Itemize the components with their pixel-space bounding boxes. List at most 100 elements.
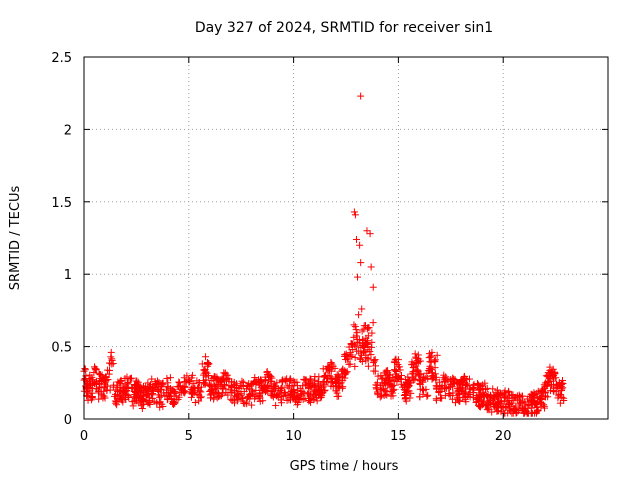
band-point [171, 388, 179, 396]
x-tick-label: 15 [390, 429, 407, 444]
band-point [119, 387, 127, 395]
band-point [110, 381, 118, 389]
band-point [555, 380, 563, 388]
data-point [355, 311, 363, 319]
band-point [230, 389, 238, 397]
band-point [416, 379, 424, 387]
band-point [351, 323, 359, 331]
band-point [483, 406, 491, 414]
band-point [85, 377, 93, 385]
band-point [328, 374, 336, 382]
band-point [315, 388, 323, 396]
band-point [515, 391, 523, 399]
band-point [517, 399, 525, 407]
band-point [392, 368, 400, 376]
band-point [306, 394, 314, 402]
band-point [113, 401, 121, 409]
band-point [84, 396, 92, 404]
data-point [378, 386, 386, 394]
band-point [549, 365, 557, 373]
band-point [98, 377, 106, 385]
band-point [505, 388, 513, 396]
data-point [357, 259, 365, 267]
band-point [348, 352, 356, 360]
band-point [394, 363, 402, 371]
band-point [376, 393, 384, 401]
band-point [332, 387, 340, 395]
band-point [169, 400, 177, 408]
band-point [130, 393, 138, 401]
band-point [516, 404, 524, 412]
band-point [88, 394, 96, 402]
band-point [436, 378, 444, 386]
band-point [91, 365, 99, 373]
band-point [146, 399, 154, 407]
band-point [215, 393, 223, 401]
band-point [307, 398, 315, 406]
band-point [440, 371, 448, 379]
band-point [294, 386, 302, 394]
data-point [411, 350, 419, 358]
band-point [438, 385, 446, 393]
band-point [432, 395, 440, 403]
band-point [127, 374, 135, 382]
data-point [358, 305, 366, 313]
band-point [367, 351, 375, 359]
y-tick-label: 0 [64, 413, 72, 428]
band-point [215, 377, 223, 385]
band-point [112, 399, 120, 407]
band-point [494, 407, 502, 415]
x-axis-label: GPS time / hours [290, 459, 399, 474]
band-point [249, 388, 257, 396]
band-point [483, 384, 491, 392]
band-point [286, 375, 294, 383]
band-point [458, 386, 466, 394]
band-point [532, 408, 540, 416]
band-point [159, 381, 167, 389]
band-point [357, 355, 365, 363]
band-point [497, 408, 505, 416]
band-point [350, 333, 358, 341]
band-point [208, 385, 216, 393]
band-point [121, 394, 129, 402]
band-point [267, 377, 275, 385]
band-point [99, 394, 107, 402]
band-point [329, 383, 337, 391]
band-point [338, 384, 346, 392]
band-point [528, 398, 536, 406]
band-point [359, 344, 367, 352]
band-point [425, 364, 433, 372]
band-point [102, 376, 110, 384]
band-point [340, 370, 348, 378]
data-point [351, 211, 359, 219]
band-point [352, 342, 360, 350]
band-point [144, 385, 152, 393]
band-point [281, 376, 289, 384]
band-point [459, 377, 467, 385]
band-point [463, 380, 471, 388]
y-tick-label: 1.5 [51, 196, 72, 211]
data-point [366, 230, 374, 238]
band-point [297, 391, 305, 399]
band-point [419, 385, 427, 393]
band-point [280, 392, 288, 400]
band-point [328, 360, 336, 368]
band-point [169, 387, 177, 395]
band-point [405, 381, 413, 389]
band-point [554, 394, 562, 402]
band-point [373, 388, 381, 396]
band-point [550, 388, 558, 396]
data-point [367, 263, 375, 271]
band-point [149, 390, 157, 398]
band-point [382, 390, 390, 398]
band-point [263, 368, 271, 376]
band-point [546, 387, 554, 395]
band-point [412, 372, 420, 380]
band-point [282, 377, 290, 385]
band-point [162, 386, 170, 394]
band-point [277, 385, 285, 393]
band-point [411, 375, 419, 383]
band-point [448, 395, 456, 403]
band-point [362, 353, 370, 361]
y-tick-label: 0.5 [51, 341, 72, 356]
